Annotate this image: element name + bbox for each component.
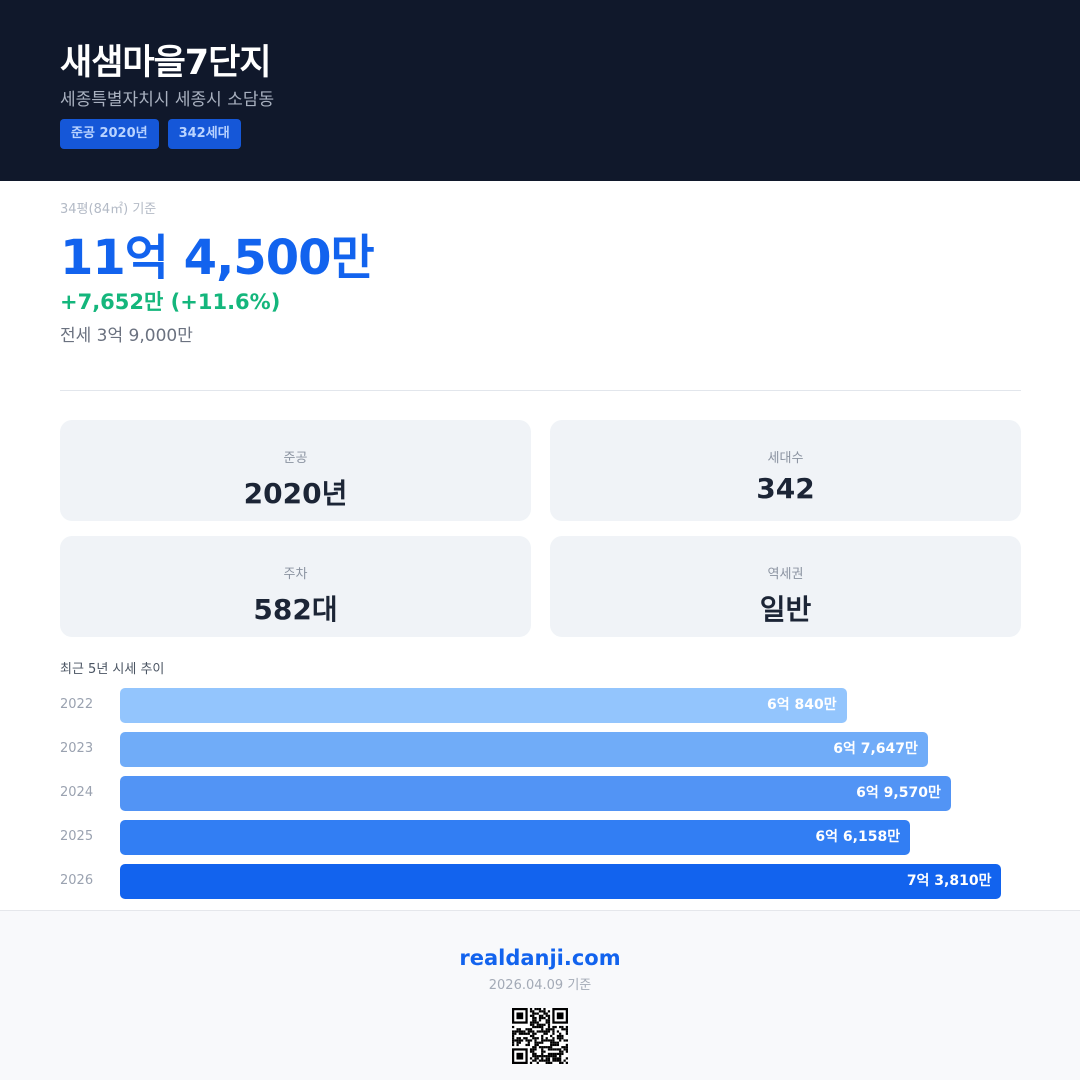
- price-change: +7,652만 (+11.6%): [60, 290, 281, 314]
- footer: realdanji.com 2026.04.09 기준: [0, 910, 1080, 1080]
- stat-card-households: 세대수 342: [550, 420, 1021, 521]
- stat-card-built: 준공 2020년: [60, 420, 531, 521]
- sale-price: 11억 4,500만: [60, 230, 375, 286]
- divider: [60, 390, 1021, 391]
- year-label: 2026: [60, 873, 94, 888]
- bar-2025: 6억 6,158만: [120, 820, 911, 855]
- bar-2026: 7억 3,810만: [120, 864, 1002, 899]
- year-label: 2024: [60, 785, 94, 800]
- stat-value: 582대: [253, 593, 338, 626]
- stat-value: 342: [756, 472, 815, 505]
- bar-row: 2026 7억 3,810만: [60, 864, 1020, 899]
- address: 세종특별자치시 세종시 소담동: [60, 90, 275, 110]
- stat-value: 일반: [759, 593, 812, 626]
- footer-date: 2026.04.09 기준: [488, 978, 592, 993]
- bar-2023: 6억 7,647만: [120, 732, 928, 767]
- complex-title: 새샘마을7단지: [60, 43, 272, 83]
- jeonse-price: 전세 3억 9,000만: [60, 326, 193, 346]
- stat-card-parking: 주차 582대: [60, 536, 531, 637]
- site-link[interactable]: realdanji.com: [459, 946, 621, 970]
- price-basis: 34평(84㎡) 기준: [60, 202, 157, 217]
- bar-row: 2023 6억 7,647만: [60, 732, 1020, 767]
- stat-label: 역세권: [767, 567, 804, 582]
- qr-code-icon: [512, 1008, 568, 1064]
- bar-2022: 6억 840만: [120, 688, 847, 723]
- trend-title: 최근 5년 시세 추이: [60, 662, 165, 677]
- year-label: 2022: [60, 697, 94, 712]
- badge-households: 342세대: [167, 119, 241, 149]
- stat-label: 세대수: [767, 451, 804, 466]
- bar-row: 2024 6억 9,570만: [60, 776, 1020, 811]
- bar-2024: 6억 9,570만: [120, 776, 951, 811]
- badge-built-year: 준공 2020년: [60, 119, 159, 149]
- year-label: 2023: [60, 741, 94, 756]
- stat-label: 주차: [283, 567, 308, 582]
- year-label: 2025: [60, 829, 94, 844]
- stat-label: 준공: [283, 451, 308, 466]
- header: 새샘마을7단지 세종특별자치시 세종시 소담동 준공 2020년 342세대: [0, 0, 1080, 181]
- bar-row: 2025 6억 6,158만: [60, 820, 1020, 855]
- stat-value: 2020년: [243, 477, 348, 510]
- bar-row: 2022 6억 840만: [60, 688, 1020, 723]
